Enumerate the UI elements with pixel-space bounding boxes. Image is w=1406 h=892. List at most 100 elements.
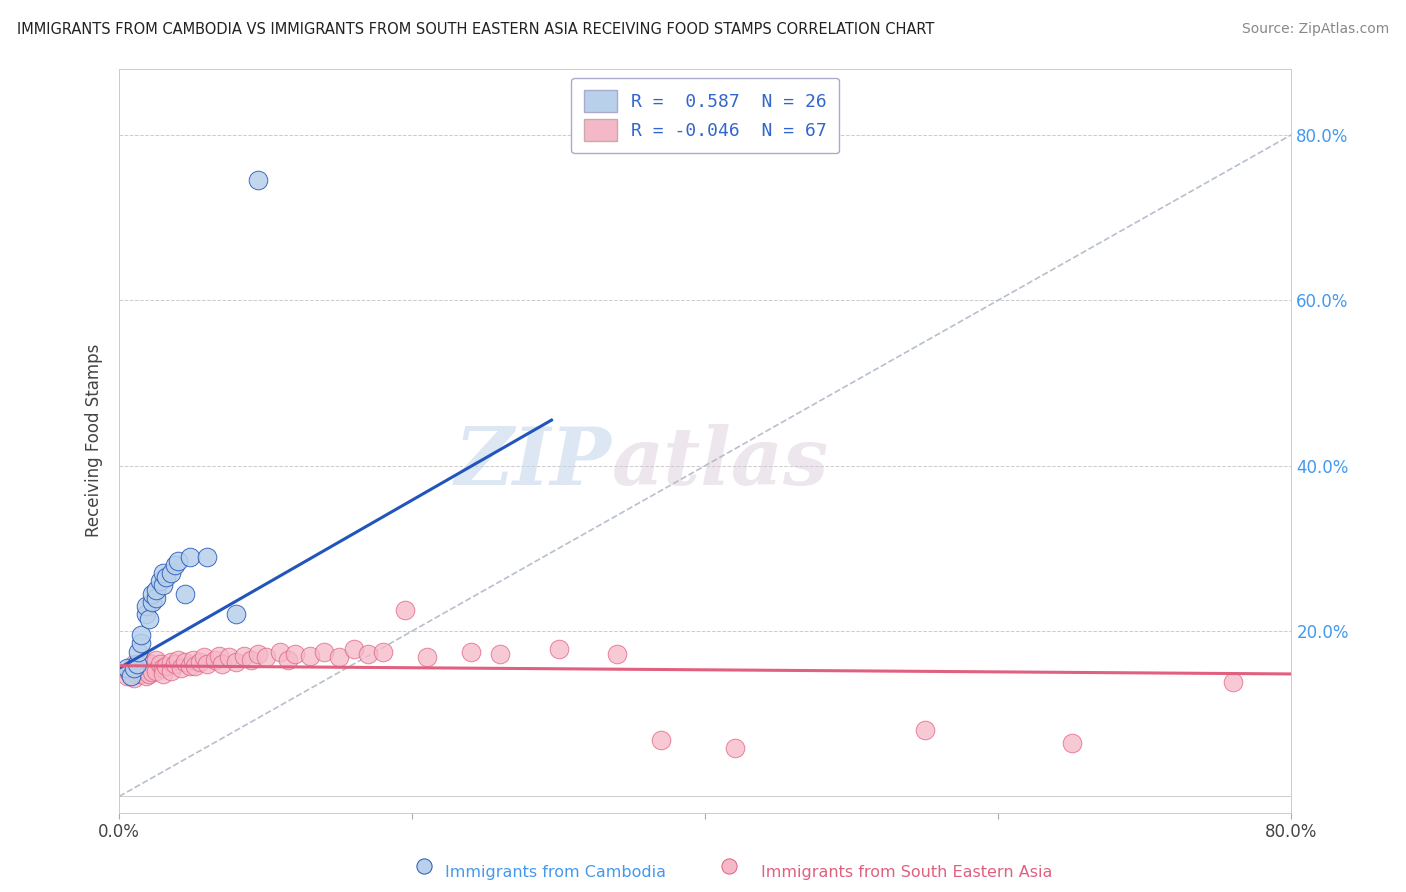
Point xyxy=(155,658,177,673)
Point xyxy=(343,642,366,657)
Point xyxy=(141,657,163,671)
Point xyxy=(254,650,277,665)
Point xyxy=(606,647,628,661)
Point xyxy=(122,661,145,675)
Point xyxy=(141,665,163,680)
Point xyxy=(167,554,190,568)
Point xyxy=(132,661,155,675)
Point xyxy=(204,653,226,667)
Y-axis label: Receiving Food Stamps: Receiving Food Stamps xyxy=(86,344,103,537)
Point xyxy=(163,657,186,671)
Point xyxy=(195,549,218,564)
Point xyxy=(124,658,146,673)
Point xyxy=(138,611,160,625)
Point xyxy=(167,653,190,667)
Point xyxy=(195,657,218,671)
Point xyxy=(152,661,174,675)
Point xyxy=(277,653,299,667)
Point xyxy=(149,574,172,589)
Point xyxy=(152,566,174,580)
Point xyxy=(120,661,142,675)
Point xyxy=(489,647,512,661)
Point xyxy=(149,657,172,671)
Point xyxy=(129,628,152,642)
Point xyxy=(125,657,148,671)
Point xyxy=(152,578,174,592)
Point xyxy=(460,645,482,659)
Point xyxy=(547,642,569,657)
Point xyxy=(193,650,215,665)
Point xyxy=(371,645,394,659)
Point xyxy=(159,566,181,580)
Point xyxy=(179,658,201,673)
Point xyxy=(129,667,152,681)
Point xyxy=(184,658,207,673)
Point xyxy=(870,849,893,863)
Point xyxy=(489,849,512,863)
Point xyxy=(145,582,167,597)
Point xyxy=(218,650,240,665)
Point xyxy=(141,595,163,609)
Point xyxy=(247,173,270,187)
Point xyxy=(208,648,231,663)
Point xyxy=(284,647,307,661)
Point xyxy=(135,656,157,670)
Point xyxy=(141,587,163,601)
Point xyxy=(163,558,186,572)
Point xyxy=(394,603,416,617)
Point xyxy=(181,653,204,667)
Point xyxy=(1222,675,1244,690)
Point xyxy=(152,667,174,681)
Legend: R =  0.587  N = 26, R = -0.046  N = 67: R = 0.587 N = 26, R = -0.046 N = 67 xyxy=(571,78,839,153)
Text: Immigrants from Cambodia: Immigrants from Cambodia xyxy=(444,865,666,880)
Point xyxy=(170,661,193,675)
Text: IMMIGRANTS FROM CAMBODIA VS IMMIGRANTS FROM SOUTH EASTERN ASIA RECEIVING FOOD ST: IMMIGRANTS FROM CAMBODIA VS IMMIGRANTS F… xyxy=(17,22,934,37)
Point xyxy=(357,647,380,661)
Text: Source: ZipAtlas.com: Source: ZipAtlas.com xyxy=(1241,22,1389,37)
Text: Immigrants from South Eastern Asia: Immigrants from South Eastern Asia xyxy=(761,865,1053,880)
Point xyxy=(174,587,197,601)
Point xyxy=(174,656,197,670)
Point xyxy=(125,667,148,681)
Point xyxy=(159,656,181,670)
Point xyxy=(1060,736,1083,750)
Point xyxy=(724,741,747,756)
Point xyxy=(416,650,439,665)
Point xyxy=(225,607,247,622)
Point xyxy=(129,636,152,650)
Point xyxy=(298,648,321,663)
Point xyxy=(128,657,150,671)
Point xyxy=(145,591,167,605)
Point xyxy=(211,657,233,671)
Point xyxy=(122,657,145,671)
Point xyxy=(314,645,336,659)
Point xyxy=(117,664,139,678)
Point xyxy=(650,733,672,747)
Point xyxy=(328,650,350,665)
Point xyxy=(135,599,157,614)
Point xyxy=(232,648,254,663)
Point xyxy=(247,647,270,661)
Point xyxy=(115,661,138,675)
Point xyxy=(179,549,201,564)
Point xyxy=(115,669,138,683)
Point xyxy=(145,664,167,678)
Point xyxy=(240,653,263,667)
Point xyxy=(145,653,167,667)
Point xyxy=(121,665,143,680)
Point xyxy=(118,667,141,681)
Point xyxy=(127,661,149,675)
Point xyxy=(914,723,936,738)
Point xyxy=(122,671,145,685)
Point xyxy=(269,645,291,659)
Point xyxy=(225,656,247,670)
Point xyxy=(127,645,149,659)
Point xyxy=(129,664,152,678)
Text: ZIP: ZIP xyxy=(454,425,612,502)
Point xyxy=(138,667,160,681)
Point xyxy=(138,658,160,673)
Point xyxy=(159,664,181,678)
Point xyxy=(135,669,157,683)
Text: atlas: atlas xyxy=(612,425,830,502)
Point xyxy=(188,656,211,670)
